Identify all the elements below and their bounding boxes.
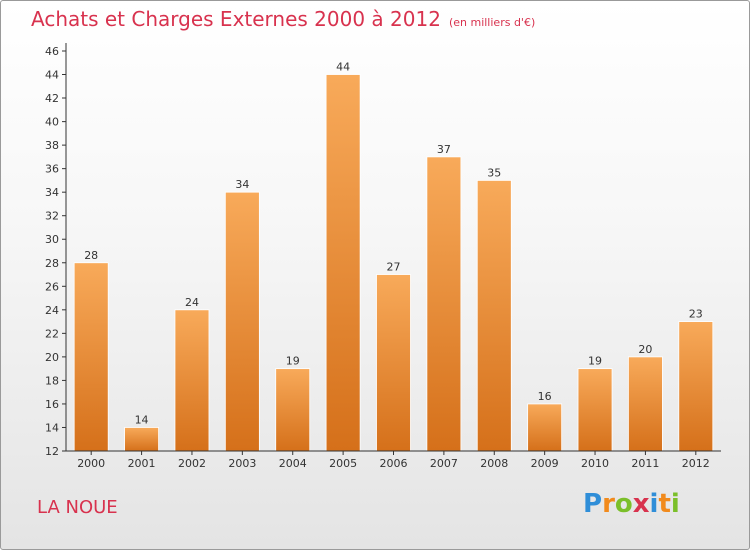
bar xyxy=(628,356,663,452)
chart-title: Achats et Charges Externes 2000 à 2012 (e… xyxy=(31,7,535,31)
x-tick-label: 2001 xyxy=(128,457,156,470)
y-tick-label: 26 xyxy=(45,280,59,293)
bar-value-label: 14 xyxy=(135,413,149,426)
y-axis: 12 14 16 18 20 22 24 26 28 30 32 34 36 38 40 42 44 46 xyxy=(45,43,67,458)
bar-value-label: 28 xyxy=(84,249,98,262)
bars: 28 14 24 34 19 44 27 37 35 16 19 20 23 xyxy=(73,61,714,452)
bar xyxy=(476,180,512,452)
bar-value-label: 27 xyxy=(387,261,401,274)
logo-letter: t xyxy=(658,489,671,519)
logo-letter: i xyxy=(670,489,680,519)
bar xyxy=(426,156,462,452)
x-tick-label: 2002 xyxy=(178,457,206,470)
y-tick-label: 32 xyxy=(45,210,59,223)
bar xyxy=(174,309,210,452)
logo-letter: o xyxy=(614,489,633,519)
bar xyxy=(678,321,714,452)
bar xyxy=(224,191,260,452)
y-tick-label: 38 xyxy=(45,139,59,152)
bar xyxy=(325,74,361,452)
y-tick-label: 44 xyxy=(45,69,59,82)
x-tick-label: 2005 xyxy=(329,457,357,470)
y-tick-label: 22 xyxy=(45,327,59,340)
x-tick-label: 2008 xyxy=(480,457,508,470)
y-tick-label: 30 xyxy=(45,233,59,246)
y-tick-label: 40 xyxy=(45,116,59,129)
y-tick-label: 28 xyxy=(45,257,59,270)
bar-value-label: 35 xyxy=(487,166,501,179)
y-tick-label: 14 xyxy=(45,421,59,434)
y-tick-label: 20 xyxy=(45,351,59,364)
x-tick-label: 2009 xyxy=(531,457,559,470)
x-tick-label: 2011 xyxy=(631,457,659,470)
proxiti-logo[interactable]: Proxiti xyxy=(583,489,680,519)
chart-unit: (en milliers d'€) xyxy=(448,16,536,29)
x-tick-label: 2007 xyxy=(430,457,458,470)
bar-value-label: 19 xyxy=(286,355,300,368)
commune-name: LA NOUE xyxy=(37,497,118,518)
bar xyxy=(376,274,411,452)
bar-value-label: 23 xyxy=(689,308,703,321)
logo-letter: i xyxy=(649,489,659,519)
bar-value-label: 44 xyxy=(336,61,350,74)
y-tick-label: 12 xyxy=(45,445,59,458)
y-tick-label: 16 xyxy=(45,398,59,411)
x-axis: 2000 2001 2002 2003 2004 2005 2006 2007 2008 2009… xyxy=(66,450,721,470)
y-tick-label: 18 xyxy=(45,374,59,387)
x-tick-label: 2006 xyxy=(380,457,408,470)
x-tick-label: 2010 xyxy=(581,457,609,470)
y-tick-label: 36 xyxy=(45,163,59,176)
y-tick-label: 42 xyxy=(45,92,59,105)
bar-value-label: 20 xyxy=(638,343,652,356)
logo-letter: P xyxy=(583,489,603,519)
bar xyxy=(73,262,109,452)
bar xyxy=(527,403,563,452)
y-tick-label: 34 xyxy=(45,186,59,199)
x-tick-label: 2000 xyxy=(77,457,105,470)
y-tick-label: 24 xyxy=(45,304,59,317)
logo-letter: r xyxy=(602,489,615,519)
bar xyxy=(577,368,613,452)
y-tick-label: 46 xyxy=(45,45,59,58)
bar xyxy=(124,427,159,452)
bar-value-label: 16 xyxy=(538,390,552,403)
bar-value-label: 24 xyxy=(185,296,199,309)
bar-value-label: 19 xyxy=(588,355,602,368)
x-tick-label: 2004 xyxy=(279,457,307,470)
bar xyxy=(275,368,311,452)
bar-value-label: 37 xyxy=(437,143,451,156)
logo-letter: x xyxy=(632,489,650,519)
chart-title-text: Achats et Charges Externes 2000 à 2012 xyxy=(31,7,441,31)
bar-value-label: 34 xyxy=(235,178,249,191)
x-tick-label: 2003 xyxy=(228,457,256,470)
x-tick-label: 2012 xyxy=(682,457,710,470)
